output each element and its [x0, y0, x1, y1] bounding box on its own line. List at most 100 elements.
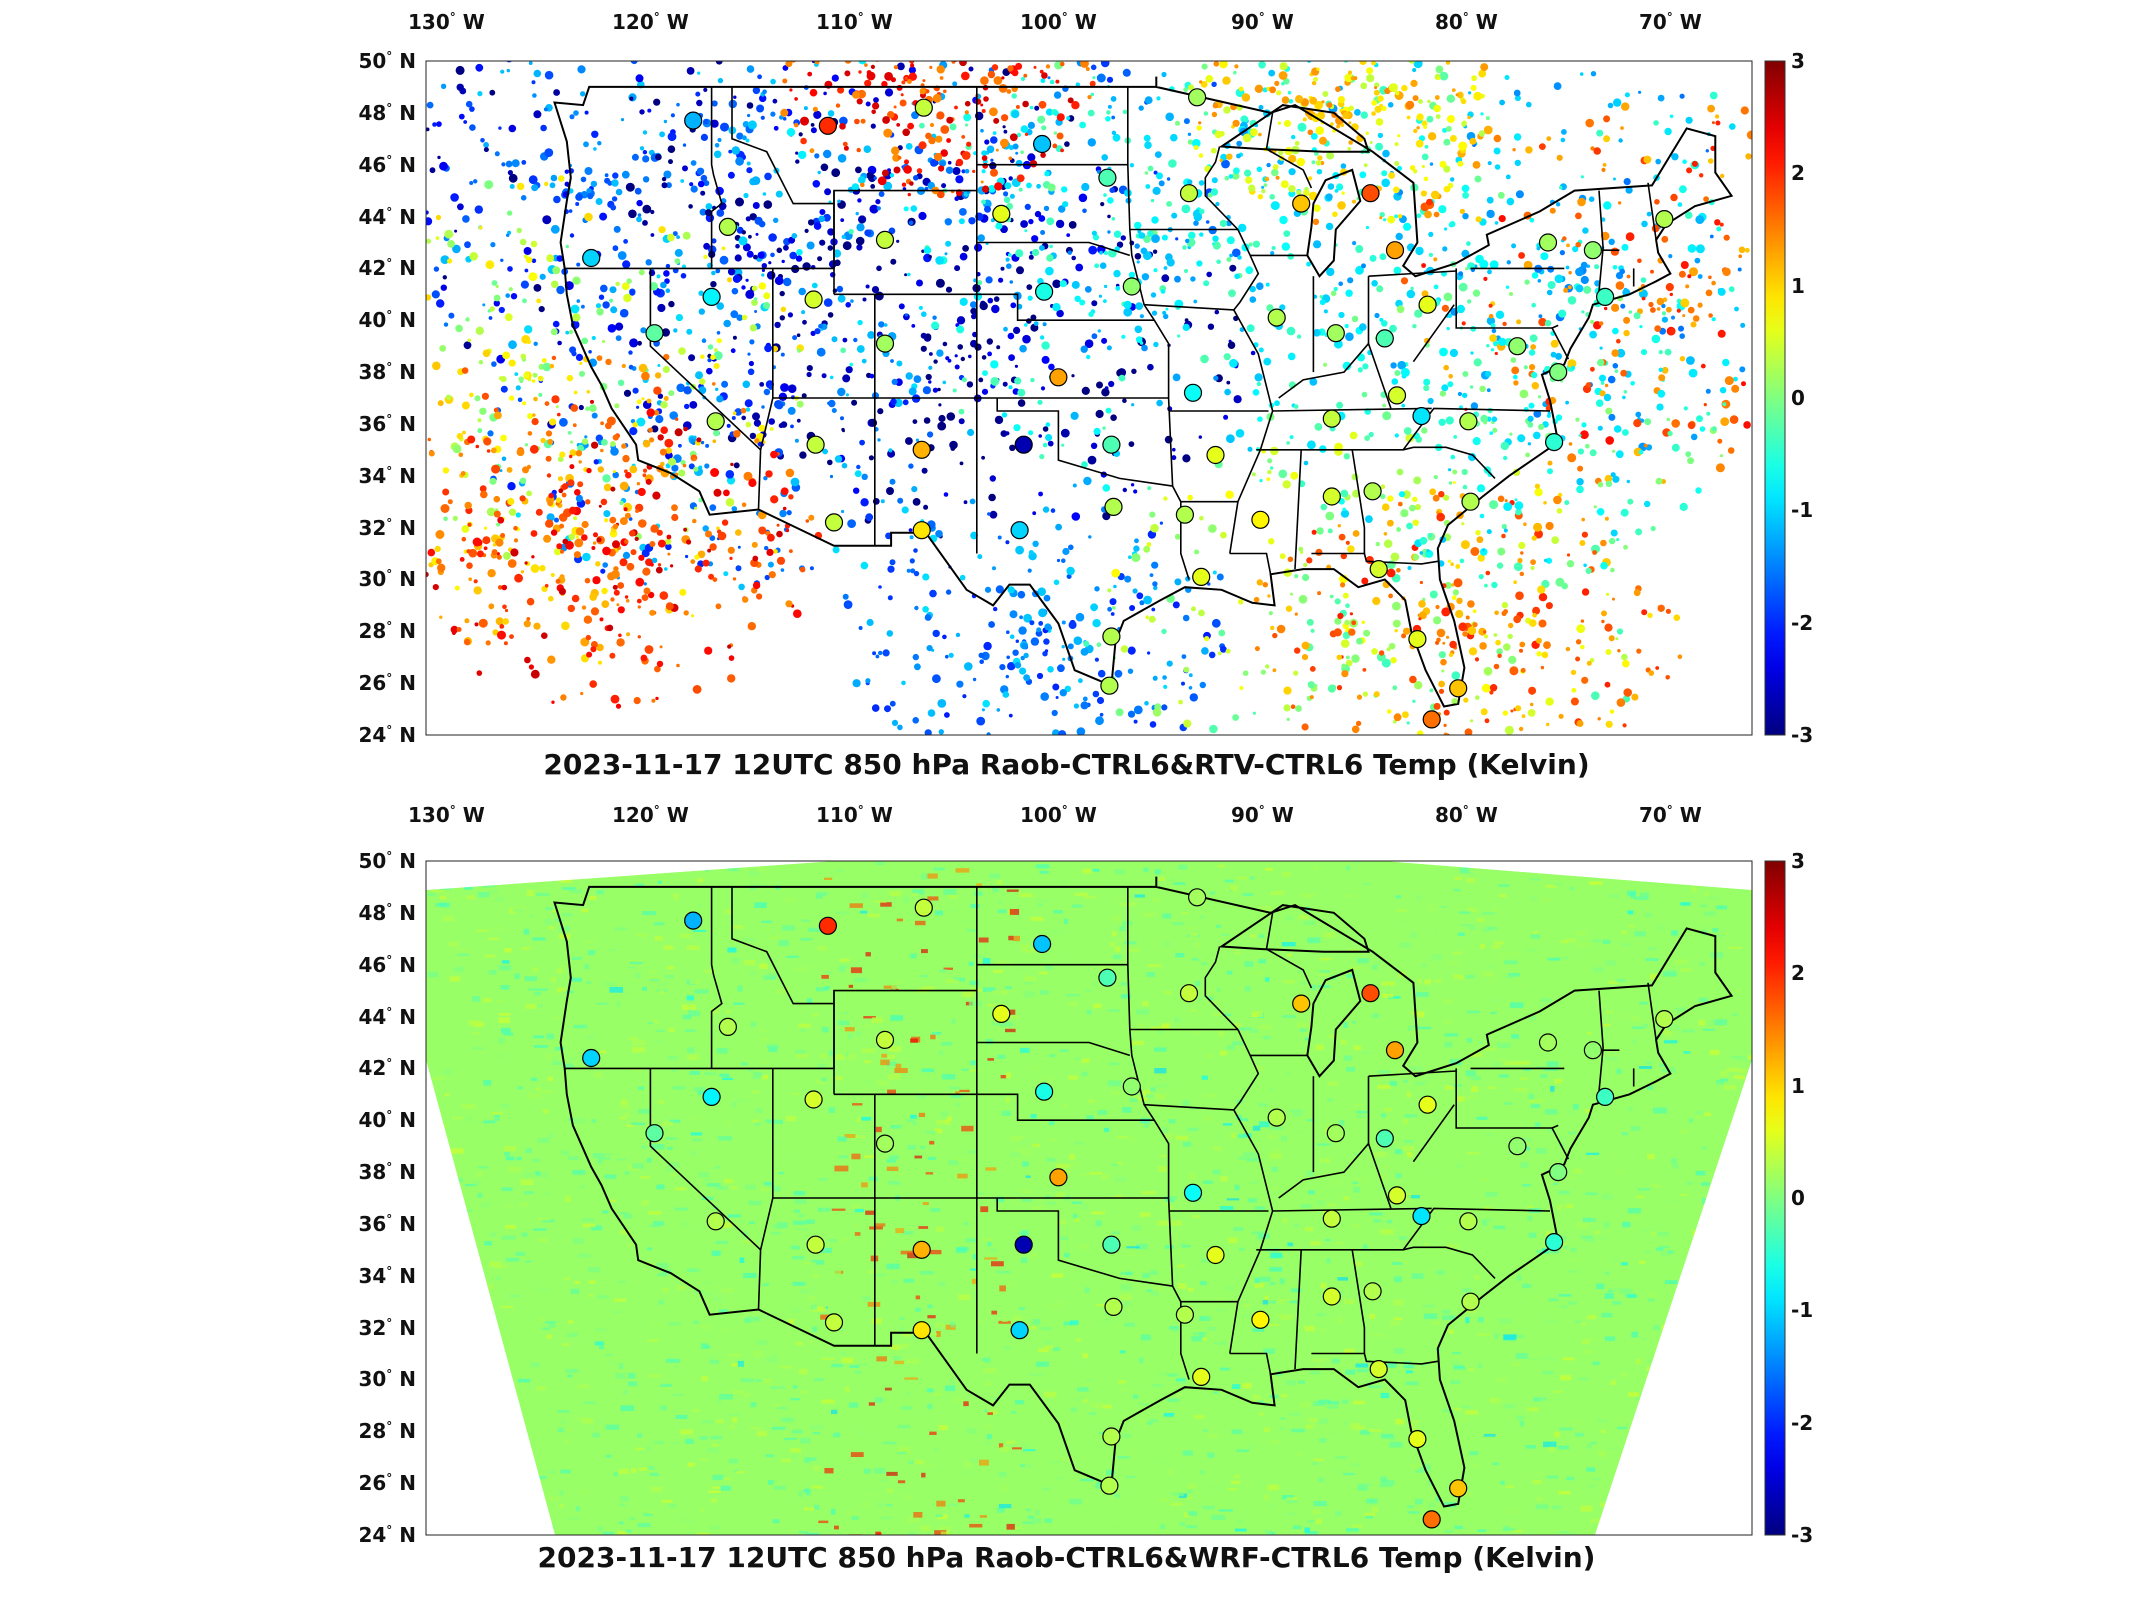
panel-title-top: 2023-11-17 12UTC 850 hPa Raob-CTRL6&RTV-… — [543, 748, 1590, 781]
state-boundary — [731, 886, 834, 1005]
state-boundary — [1403, 446, 1496, 479]
coastline — [553, 76, 1734, 708]
raob-station-marker — [1412, 407, 1431, 426]
raob-station-marker — [1010, 1321, 1029, 1340]
raob-station-marker — [1544, 433, 1564, 452]
latitude-tick-label: 26° N — [358, 671, 416, 696]
state-boundary — [710, 886, 723, 1069]
raob-station-marker — [1385, 241, 1405, 260]
raob-station-marker — [1459, 412, 1478, 431]
raob-station-marker — [992, 1004, 1011, 1023]
colorbar-tick-label: -2 — [1791, 610, 1814, 635]
latitude-tick-label: 50° N — [358, 849, 416, 873]
raob-station-marker — [1292, 194, 1311, 213]
longitude-tick-label: 110° W — [816, 803, 893, 827]
raob-station-marker — [875, 334, 895, 353]
latitude-tick-label: 34° N — [358, 1263, 416, 1288]
latitude-tick-label: 42° N — [358, 256, 416, 281]
raob-stations — [582, 888, 1674, 1529]
raob-station-marker — [718, 1017, 738, 1036]
raob-station-marker — [818, 916, 838, 935]
latitude-tick-label: 46° N — [358, 952, 416, 977]
raob-station-marker — [645, 324, 664, 343]
state-boundary — [1294, 1249, 1302, 1370]
map-svg-top — [425, 60, 1786, 736]
state-boundary — [1229, 1352, 1272, 1375]
longitude-tick-label: 100° W — [1020, 10, 1097, 34]
longitude-tick-label: 80° W — [1434, 10, 1498, 34]
state-boundary — [1647, 982, 1657, 1041]
state-boundary — [976, 241, 1131, 257]
raob-station-marker — [1100, 676, 1119, 695]
raob-station-marker — [912, 1321, 931, 1340]
state-boundary — [996, 1198, 1173, 1287]
colorbar-tick-label: -2 — [1791, 1410, 1814, 1435]
map-svg-bottom — [425, 860, 1786, 1536]
raob-station-marker — [1375, 1129, 1394, 1148]
raob-station-marker — [1461, 492, 1480, 511]
colorbar — [1764, 860, 1786, 1536]
raob-station-marker — [1508, 1137, 1527, 1156]
raob-station-marker — [1375, 329, 1394, 348]
latitude-tick-label: 48° N — [358, 100, 416, 125]
raob-station-marker — [1408, 629, 1427, 649]
colorbar-tick-label: -1 — [1791, 498, 1814, 523]
longitude-tick-label: 120° W — [612, 10, 689, 34]
state-boundary — [1278, 1142, 1392, 1209]
state-boundary — [1368, 270, 1457, 277]
raob-station-marker — [1322, 409, 1341, 428]
longitude-tick-label: 110° W — [816, 10, 893, 34]
longitude-tick-label: 120° W — [612, 803, 689, 827]
latitude-tick-label: 28° N — [358, 1419, 416, 1444]
raob-station-marker — [1179, 984, 1199, 1003]
longitude-tick-label: 100° W — [1020, 803, 1097, 827]
latitude-tick-label: 28° N — [358, 619, 416, 644]
raob-station-marker — [1267, 308, 1286, 327]
state-boundary — [1229, 229, 1274, 554]
raob-station-marker — [684, 111, 703, 130]
raob-station-marker — [1595, 287, 1615, 306]
raob-station-marker — [914, 98, 933, 117]
state-boundary — [1294, 449, 1302, 570]
raob-station-marker — [1192, 1367, 1211, 1387]
state-boundary — [649, 268, 762, 451]
raob-station-marker — [1100, 1476, 1119, 1495]
raob-station-marker — [1363, 1282, 1382, 1301]
state-boundary — [731, 86, 834, 205]
latitude-tick-label: 26° N — [358, 1471, 416, 1496]
state-boundary — [1368, 1070, 1457, 1077]
raob-station-marker — [1183, 1183, 1203, 1202]
raob-station-marker — [1098, 968, 1117, 987]
state-boundary — [1229, 552, 1272, 575]
raob-station-marker — [1412, 1207, 1431, 1226]
raob-station-marker — [1251, 510, 1270, 529]
raob-station-marker — [1102, 1427, 1121, 1446]
longitude-tick-label: 70° W — [1638, 10, 1702, 34]
raob-station-marker — [1098, 168, 1117, 187]
latitude-tick-label: 40° N — [358, 308, 416, 333]
raob-station-marker — [875, 230, 895, 249]
raob-station-marker — [1326, 1124, 1345, 1143]
raob-station-marker — [1361, 184, 1380, 203]
raob-station-marker — [1175, 505, 1195, 524]
state-boundary — [757, 1068, 774, 1310]
raob-station-marker — [1322, 487, 1341, 506]
latitude-tick-label: 34° N — [358, 463, 416, 488]
raob-stations — [582, 88, 1674, 729]
state-boundary — [1204, 946, 1239, 1031]
raob-station-marker — [1014, 435, 1033, 454]
lake-superior — [1218, 904, 1370, 953]
raob-station-marker — [875, 1030, 895, 1049]
raob-station-marker — [1102, 1235, 1121, 1254]
state-boundary — [1144, 1103, 1234, 1111]
raob-station-marker — [1322, 1209, 1341, 1228]
state-boundary — [996, 398, 1173, 487]
state-boundary — [1598, 990, 1604, 1092]
raob-station-marker — [912, 440, 931, 459]
state-boundary — [1278, 342, 1392, 409]
latitude-tick-label: 50° N — [358, 49, 416, 73]
raob-station-marker — [875, 1134, 895, 1153]
raob-station-marker — [1449, 679, 1468, 698]
raob-station-marker — [1102, 435, 1121, 454]
raob-station-marker — [1461, 1292, 1480, 1311]
